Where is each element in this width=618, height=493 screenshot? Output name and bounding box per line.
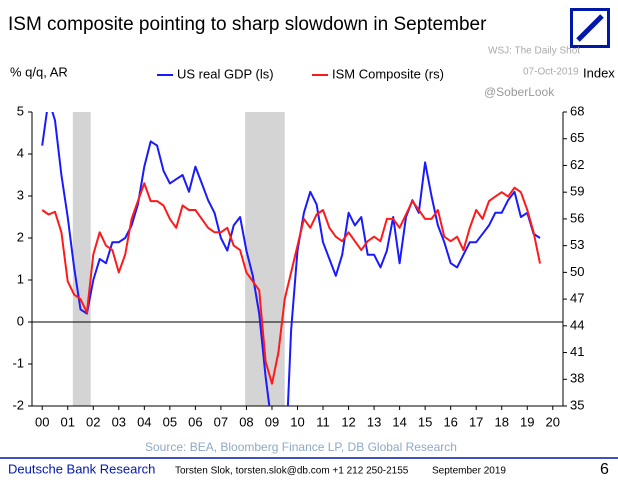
x-tick-label: 10 [290, 414, 304, 429]
plot-area [41, 112, 541, 406]
y2-tick-label: 50 [570, 264, 584, 279]
y-tick-label: 0 [17, 313, 24, 328]
annotation: @SoberLook [484, 85, 555, 99]
x-tick-label: 09 [265, 414, 279, 429]
y-axis-label: % q/q, AR [10, 64, 68, 79]
x-tick-label: 00 [35, 414, 49, 429]
x-tick-label: 07 [214, 414, 228, 429]
y2-tick-label: 47 [570, 291, 584, 306]
y-tick-label: 4 [17, 145, 24, 160]
y2-axis-label: Index [583, 65, 615, 80]
y2-tick-label: 41 [570, 344, 584, 359]
y-tick-label: 2 [17, 229, 24, 244]
page-number: 6 [600, 461, 609, 478]
y2-tick-label: 65 [570, 130, 584, 145]
footer-date: September 2019 [432, 466, 506, 477]
x-tick-label: 18 [494, 414, 508, 429]
recession-band [72, 112, 91, 406]
x-tick-label: 02 [86, 414, 100, 429]
series-line [41, 112, 541, 406]
y2-tick-label: 53 [570, 237, 584, 252]
y2-tick-label: 59 [570, 184, 584, 199]
x-tick-label: 20 [546, 414, 560, 429]
y-tick-label: -2 [12, 397, 24, 412]
y-tick-label: 3 [17, 187, 24, 202]
chart-title: ISM composite pointing to sharp slowdown… [8, 14, 487, 35]
x-tick-label: 13 [367, 414, 381, 429]
y-tick-label: 1 [17, 271, 24, 286]
y2-tick-label: 35 [570, 397, 584, 412]
annotation: WSJ: The Daily Shot [488, 46, 580, 57]
x-tick-label: 06 [188, 414, 202, 429]
x-tick-label: 19 [520, 414, 534, 429]
y-tick-label: 5 [17, 103, 24, 118]
y2-tick-label: 38 [570, 371, 584, 386]
series-line [41, 182, 541, 385]
x-tick-label: 15 [418, 414, 432, 429]
footer-brand: Deutsche Bank Research [8, 461, 155, 476]
legend-label: ISM Composite (rs) [332, 66, 444, 81]
y2-tick-label: 68 [570, 103, 584, 118]
x-tick-label: 05 [163, 414, 177, 429]
y2-tick-label: 62 [570, 157, 584, 172]
x-tick-label: 04 [137, 414, 151, 429]
y2-tick-label: 56 [570, 210, 584, 225]
y-tick-label: -1 [12, 355, 24, 370]
x-tick-label: 11 [316, 414, 330, 429]
x-tick-label: 17 [469, 414, 483, 429]
x-tick-label: 01 [61, 414, 75, 429]
x-tick-label: 16 [443, 414, 457, 429]
x-tick-label: 14 [392, 414, 406, 429]
footer-author: Torsten Slok, torsten.slok@db.com +1 212… [175, 466, 409, 477]
y2-tick-label: 44 [570, 317, 584, 332]
annotation: 07-Oct-2019 [523, 67, 579, 78]
logo-slash [576, 14, 604, 42]
legend-label: US real GDP (ls) [177, 66, 274, 81]
x-tick-label: 03 [112, 414, 126, 429]
x-tick-label: 12 [341, 414, 355, 429]
source: Source: BEA, Bloomberg Finance LP, DB Gl… [145, 440, 457, 454]
x-tick-label: 08 [239, 414, 253, 429]
